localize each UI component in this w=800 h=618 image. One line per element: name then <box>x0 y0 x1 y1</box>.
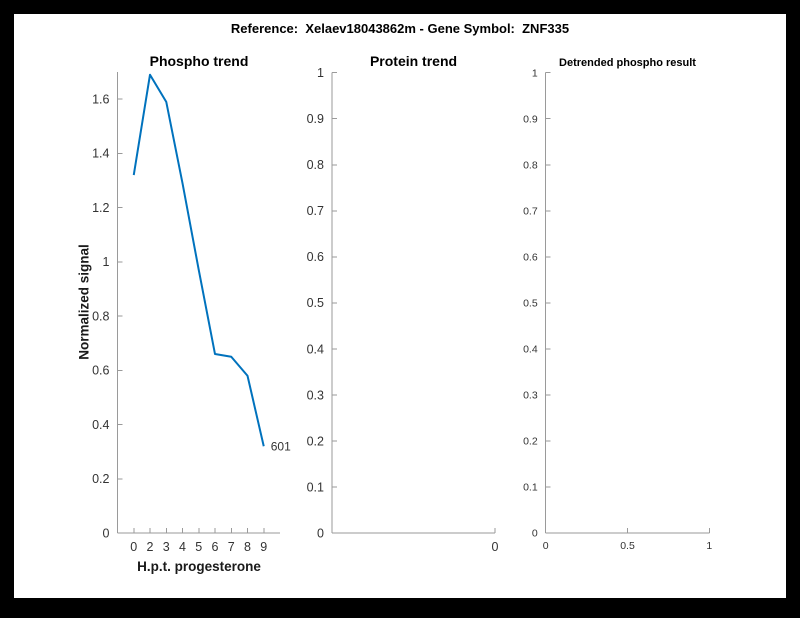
y-tick-label: 0.1 <box>523 482 538 494</box>
x-tick-label: 0 <box>130 540 137 554</box>
y-tick-label: 1.4 <box>92 147 109 161</box>
y-tick-label: 0.9 <box>307 112 324 126</box>
subplot1-x-axis-label: H.p.t. progesterone <box>137 559 261 574</box>
x-tick-label: 1 <box>706 540 712 552</box>
x-tick-label: 5 <box>195 540 202 554</box>
x-tick-label: 9 <box>260 540 267 554</box>
y-tick-label: 0.5 <box>307 296 324 310</box>
y-tick-label: 0.7 <box>307 204 324 218</box>
y-tick-label: 0.4 <box>307 342 324 356</box>
y-tick-label: 0.1 <box>307 480 324 494</box>
x-tick-label: 0 <box>492 540 499 554</box>
matlab-figure-canvas: Reference: Xelaev18043862m - Gene Symbol… <box>14 14 786 598</box>
y-tick-label: 0.6 <box>307 250 324 264</box>
y-tick-label: 0 <box>103 526 110 540</box>
subplot3-title: Detrended phospho result <box>559 57 696 69</box>
x-tick-label: 6 <box>212 540 219 554</box>
y-tick-label: 0.8 <box>307 158 324 172</box>
y-tick-label: 0.5 <box>523 298 538 310</box>
endpoint-label: 601 <box>271 440 291 454</box>
y-tick-label: 1.2 <box>92 201 109 215</box>
x-tick-label: 7 <box>228 540 235 554</box>
trend-line <box>132 73 265 447</box>
x-tick-label: 2 <box>147 540 154 554</box>
y-tick-label: 1.6 <box>92 92 109 106</box>
y-tick-label: 0.8 <box>92 309 109 323</box>
x-tick-label: 0.5 <box>620 540 635 552</box>
y-tick-label: 0.2 <box>307 434 324 448</box>
y-tick-label: 0.2 <box>92 472 109 486</box>
y-tick-label: 0.2 <box>523 436 538 448</box>
y-tick-label: 0.9 <box>523 113 538 125</box>
plots-svg: 00.20.40.60.811.21.41.60 2 3 4 5 6 7 8 960100.10… <box>92 66 712 554</box>
y-tick-label: 0.7 <box>523 205 538 217</box>
y-tick-label: 0.3 <box>523 390 538 402</box>
y-tick-label: 0.4 <box>92 418 109 432</box>
y-tick-label: 1 <box>103 255 110 269</box>
subplot1-title: Phospho trend <box>149 53 249 69</box>
y-tick-label: 1 <box>532 67 538 79</box>
y-tick-label: 0 <box>317 526 324 540</box>
y-tick-label: 1 <box>317 66 324 80</box>
y-tick-label: 0.8 <box>523 159 538 171</box>
figure-title: Reference: Xelaev18043862m - Gene Symbol… <box>230 21 570 36</box>
y-tick-label: 0.6 <box>523 251 538 263</box>
y-tick-label: 0 <box>532 528 538 540</box>
x-tick-label: 3 <box>163 540 170 554</box>
x-tick-label: 8 <box>244 540 251 554</box>
subplot2-title: Protein trend <box>369 53 458 69</box>
y-tick-label: 0.3 <box>307 388 324 402</box>
x-tick-label: 0 <box>543 540 549 552</box>
y-tick-label: 0.4 <box>523 344 538 356</box>
y-tick-label: 0.6 <box>92 364 109 378</box>
x-tick-label: 4 <box>179 540 186 554</box>
